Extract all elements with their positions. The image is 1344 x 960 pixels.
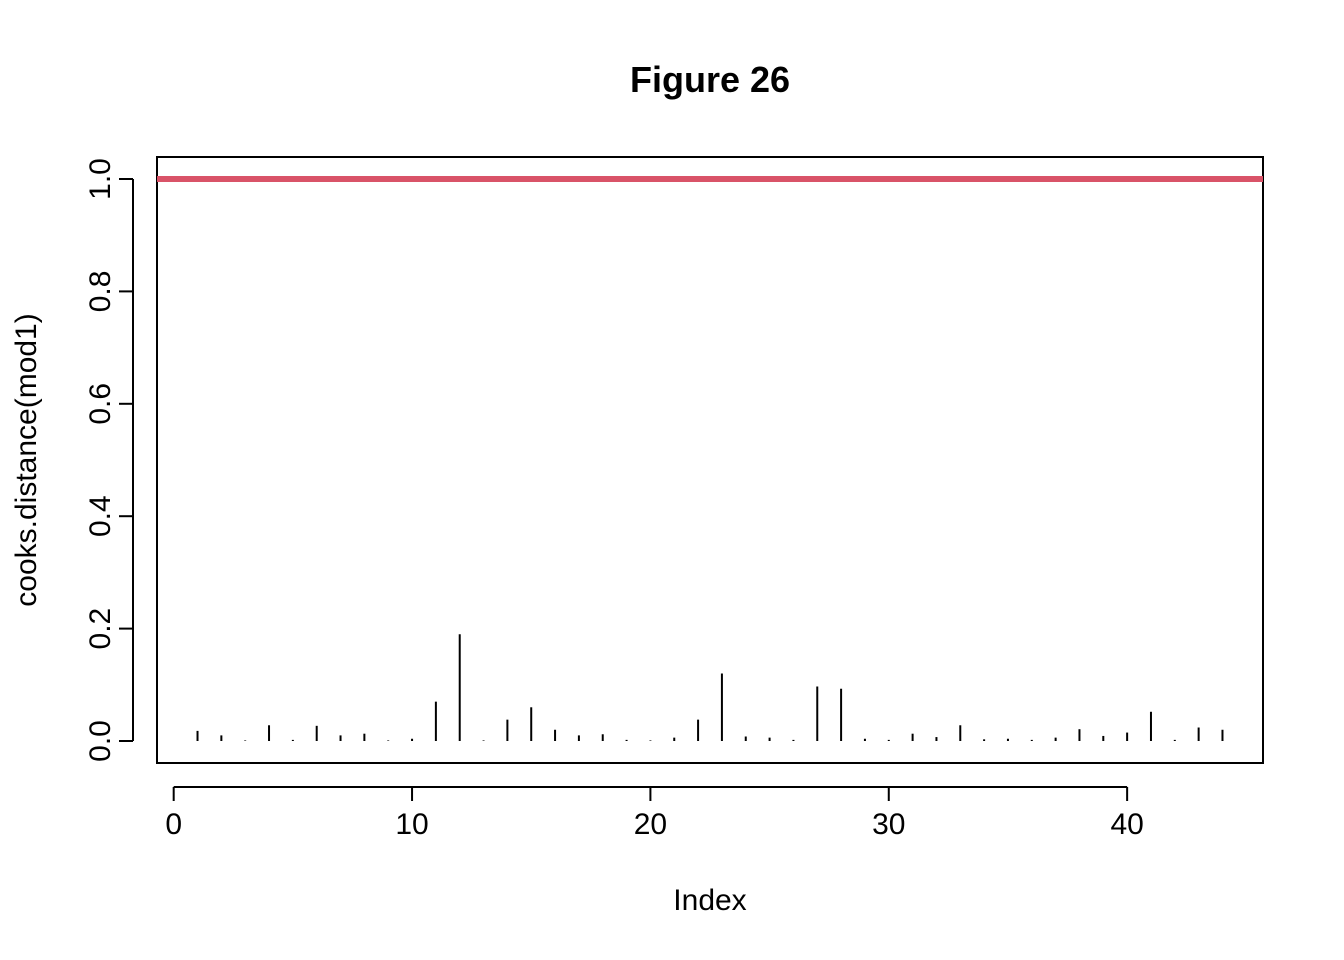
y-tick-label: 0.4 <box>84 495 117 537</box>
y-tick-label: 0.6 <box>84 383 117 425</box>
y-tick-label: 0.8 <box>84 271 117 313</box>
y-axis-label: cooks.distance(mod1) <box>10 313 43 606</box>
x-tick-label: 40 <box>1110 808 1143 841</box>
y-axis: 0.0 0.2 0.4 0.6 0.8 1.0 <box>84 158 134 762</box>
plot-frame <box>156 156 1264 764</box>
x-tick-label: 20 <box>634 808 667 841</box>
x-axis-label: Index <box>673 884 746 917</box>
x-tick-label: 0 <box>165 808 182 841</box>
spike-series <box>196 634 1224 741</box>
x-axis: 0 10 20 30 40 <box>165 786 1144 841</box>
x-tick-label: 10 <box>395 808 428 841</box>
y-tick-label: 0.2 <box>84 608 117 650</box>
y-tick-label: 0.0 <box>84 720 117 762</box>
chart-title: Figure 26 <box>630 59 790 100</box>
y-tick-label: 1.0 <box>84 158 117 200</box>
x-tick-label: 30 <box>872 808 905 841</box>
